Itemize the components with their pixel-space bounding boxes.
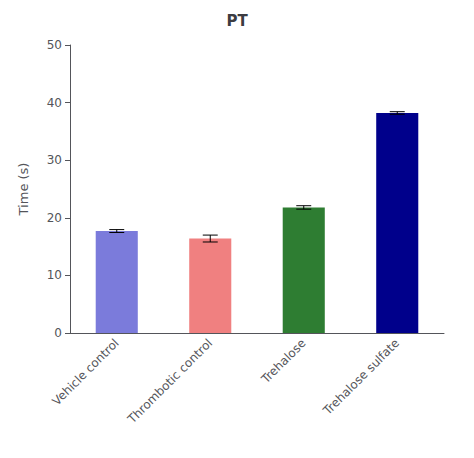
svg-text:Vehicle control: Vehicle control (49, 336, 121, 408)
svg-text:20: 20 (47, 211, 62, 225)
svg-text:40: 40 (47, 96, 62, 110)
svg-text:Trehalose: Trehalose (258, 336, 309, 387)
svg-text:10: 10 (47, 268, 62, 282)
svg-text:Trehalose sulfate: Trehalose sulfate (320, 336, 402, 418)
svg-text:50: 50 (47, 38, 62, 52)
svg-text:30: 30 (47, 153, 62, 167)
svg-text:0: 0 (54, 326, 62, 340)
svg-text:PT: PT (226, 12, 248, 30)
svg-text:Time (s): Time (s) (16, 163, 31, 217)
svg-text:Thrombotic control: Thrombotic control (124, 336, 215, 427)
